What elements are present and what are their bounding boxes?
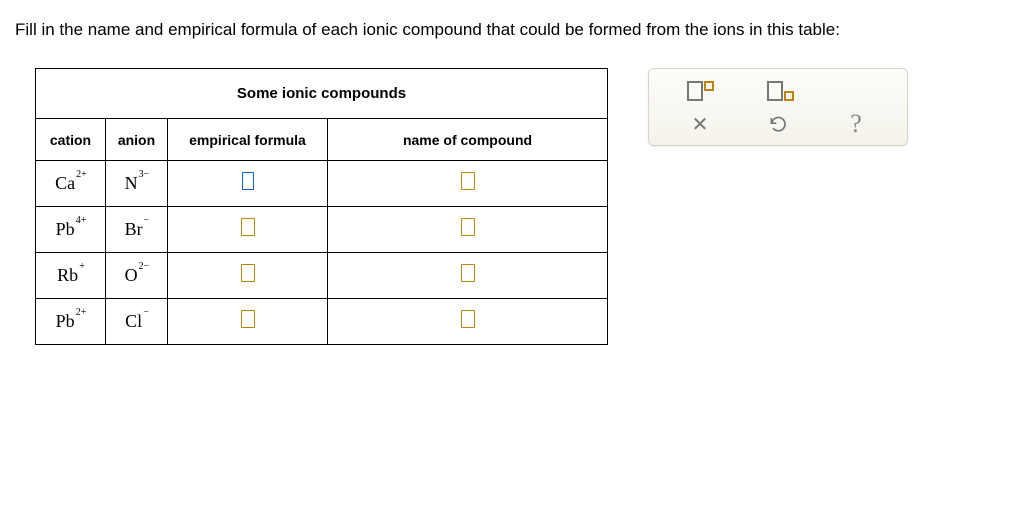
table-row: Pb4+ Br− [36, 207, 608, 253]
anion-cell: Br− [106, 207, 168, 253]
answer-slot-icon[interactable] [461, 310, 475, 328]
question-prompt: Fill in the name and empirical formula o… [15, 20, 1009, 40]
content-row: Some ionic compounds cation anion empiri… [15, 68, 1009, 345]
table-title: Some ionic compounds [36, 69, 608, 119]
anion-cell: O2− [106, 253, 168, 299]
name-input-cell[interactable] [328, 299, 608, 345]
answer-slot-icon[interactable] [242, 172, 254, 190]
cation-cell: Pb4+ [36, 207, 106, 253]
clear-button[interactable]: ✕ [685, 111, 715, 137]
name-input-cell[interactable] [328, 253, 608, 299]
name-input-cell[interactable] [328, 207, 608, 253]
formula-input-cell[interactable] [168, 207, 328, 253]
answer-slot-icon[interactable] [461, 264, 475, 282]
col-header-cation: cation [36, 119, 106, 161]
formula-input-cell[interactable] [168, 253, 328, 299]
x-icon: ✕ [692, 112, 709, 137]
anion-cell: Cl− [106, 299, 168, 345]
box-icon [767, 81, 783, 101]
superscript-box-icon [704, 81, 714, 91]
box-icon [687, 81, 703, 101]
formatting-toolbox: ✕ ? [648, 68, 908, 146]
answer-slot-icon[interactable] [241, 264, 255, 282]
cation-cell: Ca2+ [36, 161, 106, 207]
undo-icon [768, 114, 788, 134]
ionic-compounds-table: Some ionic compounds cation anion empiri… [35, 68, 608, 345]
col-header-name: name of compound [328, 119, 608, 161]
col-header-anion: anion [106, 119, 168, 161]
reset-button[interactable] [763, 111, 793, 137]
answer-slot-icon[interactable] [241, 218, 255, 236]
col-header-formula: empirical formula [168, 119, 328, 161]
table-row: Rb+ O2− [36, 253, 608, 299]
answer-slot-icon[interactable] [461, 218, 475, 236]
question-mark-icon: ? [850, 109, 862, 139]
name-input-cell[interactable] [328, 161, 608, 207]
anion-cell: N3− [106, 161, 168, 207]
table-row: Ca2+ N3− [36, 161, 608, 207]
answer-slot-icon[interactable] [241, 310, 255, 328]
subscript-button[interactable] [763, 79, 798, 103]
formula-input-cell[interactable] [168, 299, 328, 345]
answer-slot-icon[interactable] [461, 172, 475, 190]
help-button[interactable]: ? [841, 111, 871, 137]
formula-input-cell[interactable] [168, 161, 328, 207]
cation-cell: Pb2+ [36, 299, 106, 345]
table-row: Pb2+ Cl− [36, 299, 608, 345]
superscript-button[interactable] [683, 79, 718, 103]
cation-cell: Rb+ [36, 253, 106, 299]
subscript-box-icon [784, 91, 794, 101]
